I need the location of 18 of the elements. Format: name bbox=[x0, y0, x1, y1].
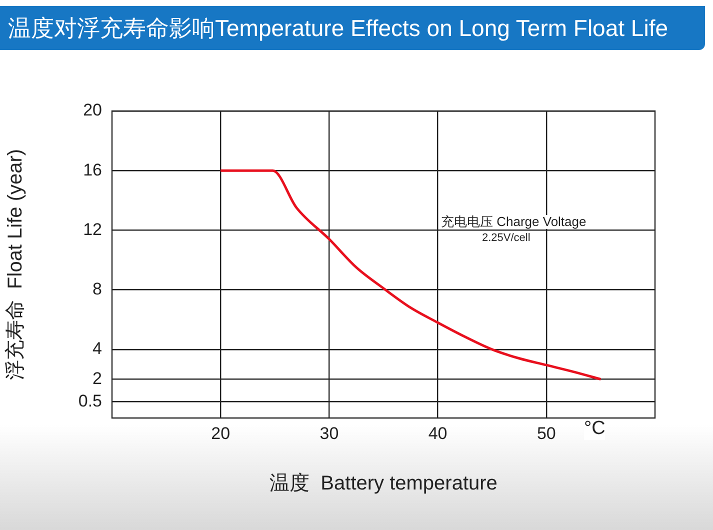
line-series bbox=[219, 169, 602, 381]
x-tick-label: 50 bbox=[536, 424, 556, 443]
y-tick-label: 16 bbox=[83, 160, 102, 180]
y-tick-label: 2 bbox=[92, 368, 102, 388]
x-tick-label: 40 bbox=[428, 424, 448, 443]
x-tick-label: 20 bbox=[211, 424, 230, 443]
y-axis-title: 浮充寿命 Float Life (year) bbox=[4, 148, 27, 380]
y-tick-label: 12 bbox=[83, 220, 102, 239]
x-axis-title: 温度 Battery temperature bbox=[270, 472, 498, 495]
chart-title: 温度对浮充寿命影响Temperature Effects on Long Term Float Life bbox=[0, 6, 705, 50]
y-tick-label: 20 bbox=[83, 100, 102, 120]
text: °C bbox=[584, 418, 606, 440]
x-tick-label: 30 bbox=[320, 424, 339, 443]
annotation: 2.25V/cell bbox=[482, 232, 530, 244]
y-tick-label: 0.5 bbox=[78, 391, 102, 410]
y-tick-label: 4 bbox=[92, 339, 102, 358]
annotation: 充电电压 Charge Voltage bbox=[441, 214, 586, 230]
y-tick-label: 8 bbox=[92, 280, 102, 299]
